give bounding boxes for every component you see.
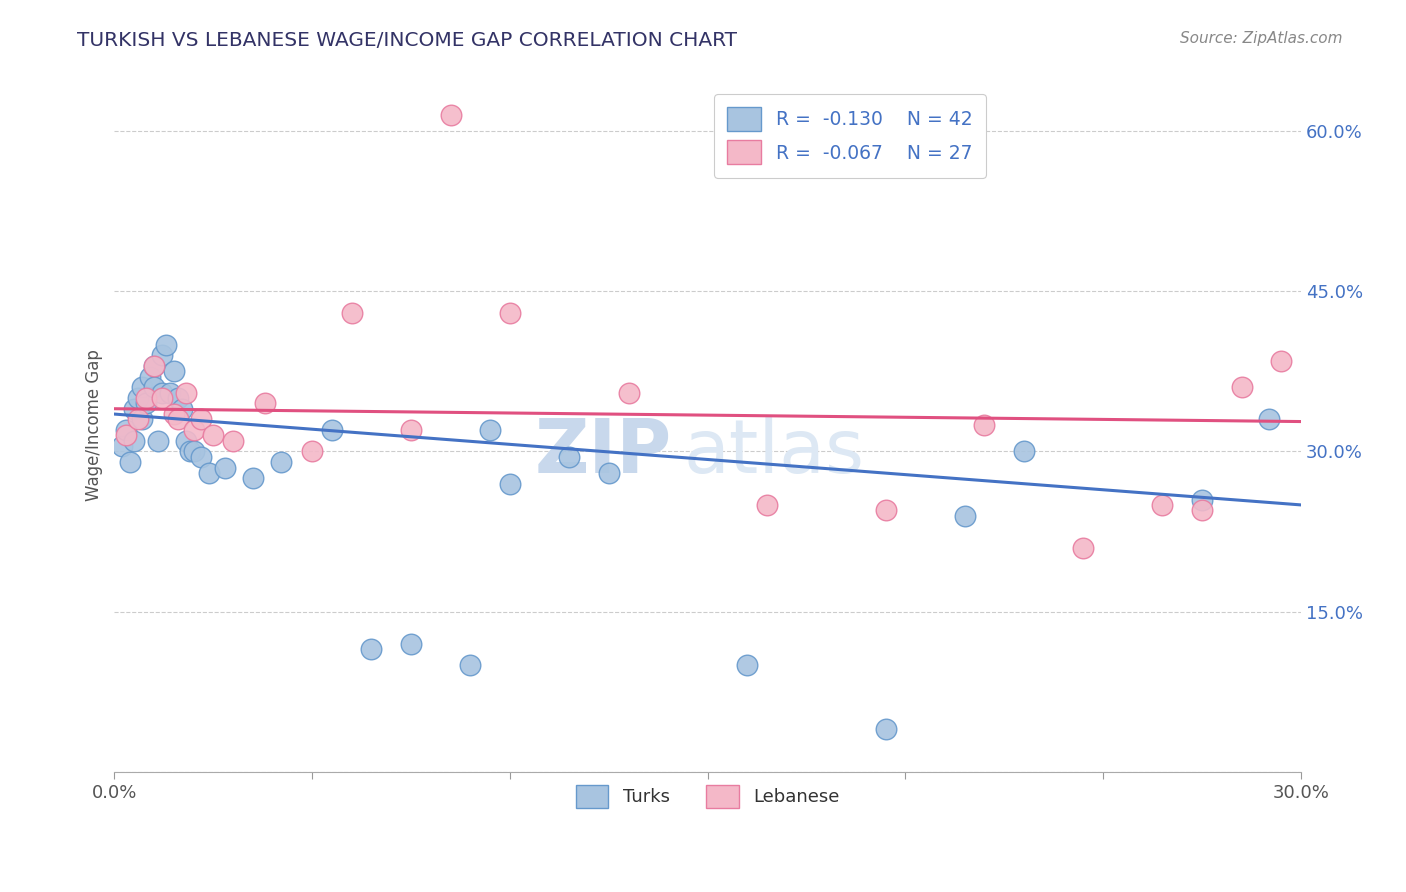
Point (131, 412, 153, 426)
Point (150, 385, 173, 400)
Point (166, 412, 188, 426)
Point (1012, 444, 1035, 458)
Point (1270, 353, 1292, 368)
Point (159, 385, 181, 400)
Point (1258, 412, 1281, 426)
Point (135, 396, 157, 410)
Point (202, 428, 225, 442)
Point (190, 412, 212, 426)
Point (617, 385, 640, 400)
Point (135, 391, 157, 405)
Point (242, 471, 264, 485)
Point (127, 412, 149, 426)
Point (127, 391, 149, 405)
Point (499, 476, 522, 491)
Point (1191, 492, 1213, 507)
Point (131, 380, 153, 394)
Point (174, 434, 197, 448)
Point (139, 369, 162, 384)
Point (122, 401, 145, 416)
Point (439, 108, 461, 122)
Point (460, 658, 482, 673)
Point (301, 444, 323, 458)
Point (146, 434, 169, 448)
Point (179, 444, 201, 458)
Point (122, 434, 145, 448)
Point (183, 423, 205, 437)
Point (222, 434, 245, 448)
Point (111, 439, 134, 453)
Point (166, 391, 188, 405)
Text: TURKISH VS LEBANESE WAGE/INCOME GAP CORRELATION CHART: TURKISH VS LEBANESE WAGE/INCOME GAP CORR… (77, 31, 737, 50)
Point (163, 407, 186, 421)
Point (174, 385, 197, 400)
Point (143, 359, 166, 373)
Point (163, 364, 186, 378)
Point (270, 455, 292, 469)
Point (1191, 503, 1213, 517)
Point (973, 417, 995, 432)
Point (115, 428, 138, 442)
Point (143, 359, 166, 373)
Point (479, 423, 502, 437)
Point (155, 337, 177, 351)
Point (499, 305, 522, 319)
Point (360, 642, 382, 657)
Point (190, 450, 212, 464)
Point (756, 498, 779, 512)
Point (875, 723, 897, 737)
Point (214, 460, 236, 475)
Point (953, 508, 976, 523)
Point (253, 396, 276, 410)
Point (120, 455, 142, 469)
Point (321, 423, 343, 437)
Point (1230, 380, 1253, 394)
Point (1152, 498, 1174, 512)
Point (399, 423, 422, 437)
Legend: Turks, Lebanese: Turks, Lebanese (569, 778, 846, 815)
Text: ZIP: ZIP (534, 416, 672, 489)
Point (150, 391, 173, 405)
Point (340, 305, 363, 319)
Point (150, 348, 173, 362)
Point (198, 466, 221, 480)
Point (875, 503, 897, 517)
Point (115, 423, 138, 437)
Text: atlas: atlas (683, 416, 865, 489)
Point (183, 444, 205, 458)
Point (558, 450, 581, 464)
Y-axis label: Wage/Income Gap: Wage/Income Gap (86, 349, 103, 500)
Point (735, 658, 758, 673)
Text: Source: ZipAtlas.com: Source: ZipAtlas.com (1180, 31, 1343, 46)
Point (170, 401, 193, 416)
Point (143, 380, 166, 394)
Point (1073, 541, 1095, 555)
Point (399, 637, 422, 651)
Point (598, 466, 620, 480)
